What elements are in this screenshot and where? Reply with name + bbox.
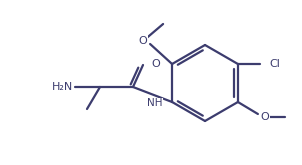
Text: O: O — [151, 59, 160, 69]
Text: O: O — [261, 112, 269, 122]
Text: O: O — [139, 36, 147, 46]
Text: NH: NH — [147, 99, 162, 109]
Text: H₂N: H₂N — [52, 82, 73, 92]
Text: Cl: Cl — [269, 59, 280, 69]
